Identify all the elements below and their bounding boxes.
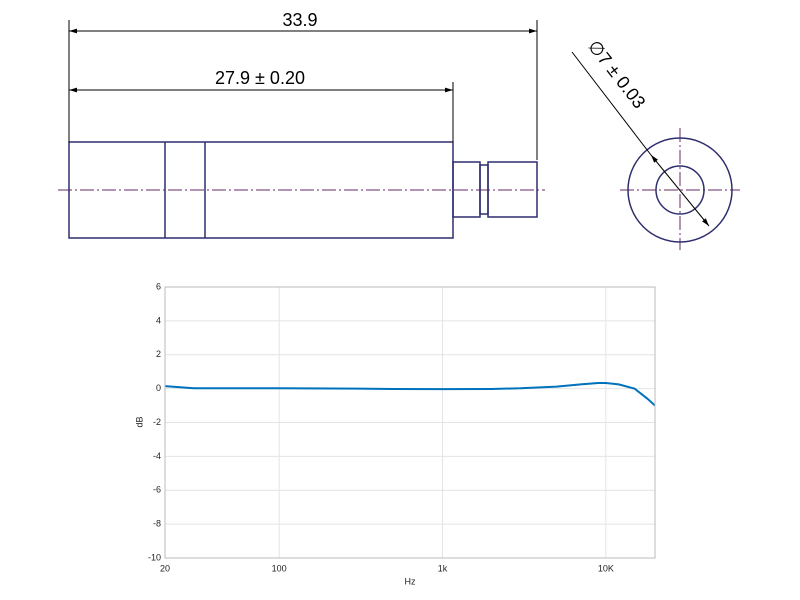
dimension-label: 27.9 ± 0.20: [215, 68, 305, 88]
technical-drawing: 33.9 27.9 ± 0.20 ∅7 ± 0.03: [58, 10, 740, 250]
y-axis-label: dB: [134, 416, 144, 427]
x-tick-label: 100: [272, 563, 287, 573]
x-tick-label: 20: [160, 563, 170, 573]
end-outer: [627, 137, 733, 243]
dimension-label: ∅7 ± 0.03: [584, 36, 649, 112]
y-tick-label: 0: [156, 383, 161, 393]
x-tick-label: 1k: [438, 563, 448, 573]
y-tick-label: -8: [153, 519, 161, 529]
y-tick-label: -10: [148, 552, 161, 562]
y-tick-label: 4: [156, 315, 161, 325]
y-tick-label: -4: [153, 451, 161, 461]
y-tick-label: -2: [153, 417, 161, 427]
y-tick-label: 2: [156, 349, 161, 359]
leader-line: [571, 51, 652, 156]
chart: Hz dB -10 -8 -6 -4 -2 0 2 4 6 20 100 1k 10K: [134, 281, 656, 586]
y-tick-label: 6: [156, 281, 161, 291]
y-tick-label: -6: [153, 485, 161, 495]
plot-frame: [164, 286, 656, 559]
connector: [487, 161, 538, 218]
x-tick-label: 10K: [598, 563, 614, 573]
dimension-line: [650, 154, 710, 227]
x-axis-label: Hz: [405, 576, 416, 586]
series-line: [164, 382, 656, 407]
dimension-label: 33.9: [282, 10, 317, 30]
